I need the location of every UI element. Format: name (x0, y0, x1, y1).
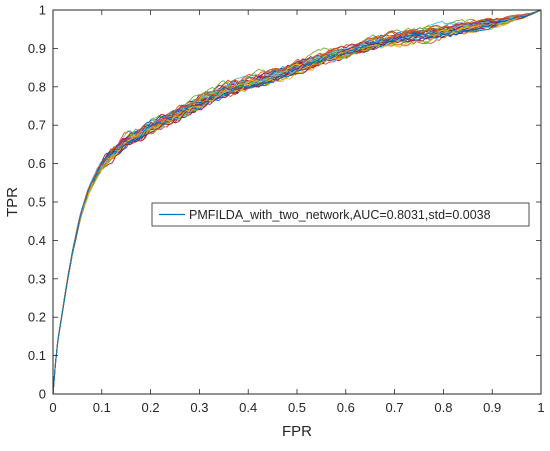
x-tick-label: 1 (537, 400, 544, 415)
x-tick-label: 0.5 (288, 400, 306, 415)
x-tick-label: 0.7 (386, 400, 404, 415)
x-tick-label: 0.1 (93, 400, 111, 415)
x-tick-label: 0.3 (190, 400, 208, 415)
x-tick-label: 0 (49, 400, 56, 415)
y-tick-label: 0 (39, 387, 46, 402)
x-tick-label: 0.6 (337, 400, 355, 415)
x-tick-label: 0.2 (142, 400, 160, 415)
x-tick-label: 0.8 (434, 400, 452, 415)
y-tick-label: 0.5 (28, 195, 46, 210)
x-axis-label: FPR (282, 423, 312, 440)
y-tick-label: 0.6 (28, 156, 46, 171)
roc-curves (52, 9, 542, 395)
roc-curve (52, 9, 542, 395)
y-tick-label: 0.7 (28, 118, 46, 133)
x-tick-label: 0.4 (239, 400, 257, 415)
y-axis-label: TPR (4, 187, 21, 217)
y-tick-label: 0.4 (28, 233, 46, 248)
y-tick-label: 0.1 (28, 348, 46, 363)
x-tick-label: 0.9 (483, 400, 501, 415)
legend: PMFILDA_with_two_network,AUC=0.8031,std=… (151, 202, 530, 227)
legend-entry: PMFILDA_with_two_network,AUC=0.8031,std=… (189, 208, 491, 222)
y-tick-label: 0.3 (28, 271, 46, 286)
axis-ticks: 0 0.1 0.2 0.3 0.4 0.5 0.6 0.7 0.8 0.9 1 0 0.1 0.2 0.3 0… (28, 3, 545, 416)
roc-curve (52, 9, 542, 395)
y-tick-label: 1 (39, 3, 46, 18)
legend-box (151, 202, 530, 227)
roc-curve (52, 9, 542, 395)
y-tick-label: 0.9 (28, 41, 46, 56)
y-tick-label: 0.8 (28, 79, 46, 94)
roc-curve (52, 9, 542, 395)
y-tick-label: 0.2 (28, 310, 46, 325)
